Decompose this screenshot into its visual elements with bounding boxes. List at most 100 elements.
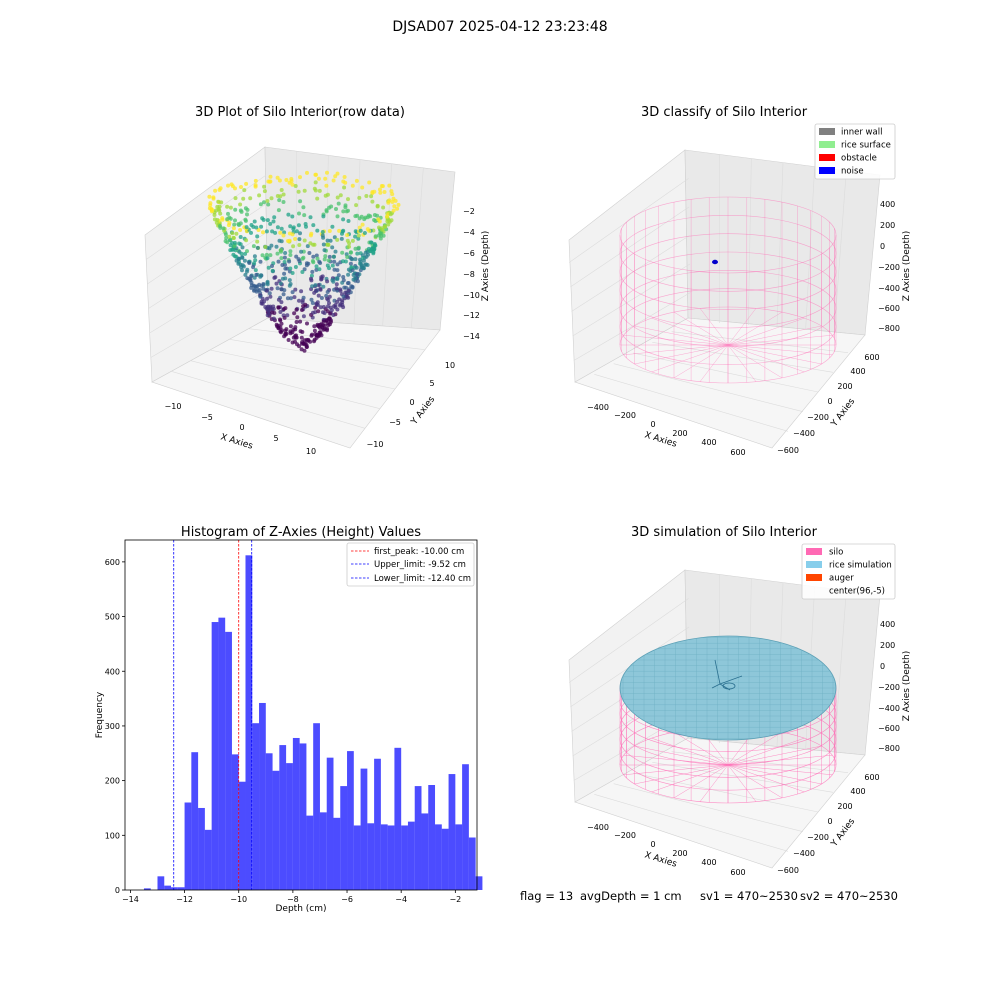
raw-point (288, 266, 293, 271)
classify-y-ticks: −600 −400 −200 0 200 400 600 (777, 353, 880, 455)
raw-point (302, 338, 307, 343)
raw-point (335, 195, 340, 200)
raw-point (249, 230, 253, 235)
raw-point (385, 219, 390, 224)
simulation-y-tick: −400 (793, 849, 815, 858)
raw-point (322, 257, 327, 262)
raw-point (343, 290, 348, 295)
legend-label-silo: silo (829, 548, 843, 558)
raw-point (361, 266, 366, 271)
raw-point (333, 174, 338, 179)
silo-floor-spoke (673, 311, 729, 346)
gridline (171, 371, 366, 429)
raw-point (293, 287, 298, 292)
raw-point (251, 244, 256, 249)
raw-point (281, 307, 286, 311)
raw-point (278, 310, 283, 314)
raw-point (299, 335, 304, 340)
raw-point (381, 205, 386, 210)
histogram-bar (225, 631, 232, 890)
raw-point (278, 318, 283, 323)
raw-point (239, 185, 243, 189)
simulation-z-tick: −800 (878, 744, 900, 753)
raw-point (281, 233, 286, 238)
histogram-bar (435, 824, 442, 890)
raw-z-tick: −10 (463, 291, 480, 300)
raw-point (318, 286, 323, 291)
raw-point (354, 203, 359, 208)
raw-point (297, 243, 302, 247)
raw-point (375, 204, 380, 209)
raw-point (299, 249, 304, 254)
raw-point (326, 258, 331, 263)
raw-point (208, 203, 213, 208)
silo-floor-spoke (727, 317, 805, 346)
raw-point (318, 322, 323, 327)
classify-x-tick: 600 (730, 448, 745, 457)
simulation-z-tick: −400 (878, 704, 900, 713)
histogram-bar (326, 757, 334, 890)
raw-point (340, 298, 345, 303)
raw-point (245, 267, 250, 272)
raw-point (277, 198, 282, 203)
raw-point (220, 216, 225, 221)
raw-point (334, 286, 339, 291)
raw-point (276, 259, 281, 264)
histogram-bar (360, 768, 368, 890)
histogram-y-tick-label: 600 (105, 558, 120, 567)
raw-point (355, 271, 360, 276)
raw-point (283, 251, 288, 255)
raw-point (306, 337, 311, 342)
histogram-bar (259, 702, 266, 890)
silo-floor-spoke (673, 344, 729, 379)
simulation-y-tick: 600 (864, 773, 879, 782)
raw-point (279, 287, 284, 292)
raw-point (278, 194, 283, 199)
simulation-y-tick: 200 (837, 802, 852, 811)
raw-point (343, 205, 348, 210)
silo-floor-spoke (727, 737, 805, 766)
raw-point (364, 254, 369, 259)
silo-floor-spoke (623, 754, 729, 766)
raw-point (285, 296, 290, 301)
raw-point (266, 307, 271, 312)
raw-point (305, 244, 310, 249)
raw-point (297, 259, 302, 264)
legend-label-lower-limit: Lower_limit: -12.40 cm (374, 574, 471, 584)
silo-floor-spoke (727, 764, 833, 776)
raw-x-ticks: −10 −5 0 5 10 (165, 402, 317, 456)
raw-point (243, 218, 248, 223)
raw-point (252, 261, 257, 266)
histogram-bar (299, 743, 307, 890)
silo-floor-spoke (727, 344, 805, 373)
raw-point (286, 212, 291, 217)
footer-sv2: sv2 = 470~2530 (800, 889, 898, 903)
raw-point (328, 305, 333, 310)
raw-x-tick: −10 (165, 402, 182, 411)
legend-label-upper-limit: Upper_limit: -9.52 cm (374, 560, 466, 570)
raw-point (244, 225, 249, 230)
legend-label-rice-surface: rice surface (841, 141, 891, 151)
raw-point (218, 224, 223, 228)
raw-point (298, 319, 303, 324)
raw-x-tick: 5 (273, 434, 278, 443)
raw-point (301, 314, 306, 319)
gridline (632, 352, 819, 393)
histogram-x-axis-label: Depth (cm) (275, 904, 326, 914)
raw-point (225, 217, 230, 222)
raw-point (324, 208, 329, 213)
raw-point (238, 221, 243, 226)
raw-point (312, 324, 317, 329)
histogram-title: Histogram of Z-Axies (Height) Values (181, 525, 421, 540)
legend-swatch-obstacle (819, 154, 835, 161)
raw-point (303, 222, 308, 226)
raw-point (310, 284, 315, 289)
raw-point (240, 245, 245, 250)
simulation-x-tick: 0 (650, 840, 655, 849)
gridline (834, 170, 847, 332)
raw-point (320, 233, 325, 238)
histogram-y-tick-label: 400 (105, 667, 120, 676)
raw-point (340, 231, 344, 236)
raw-point (339, 236, 344, 241)
raw-point (303, 341, 308, 346)
